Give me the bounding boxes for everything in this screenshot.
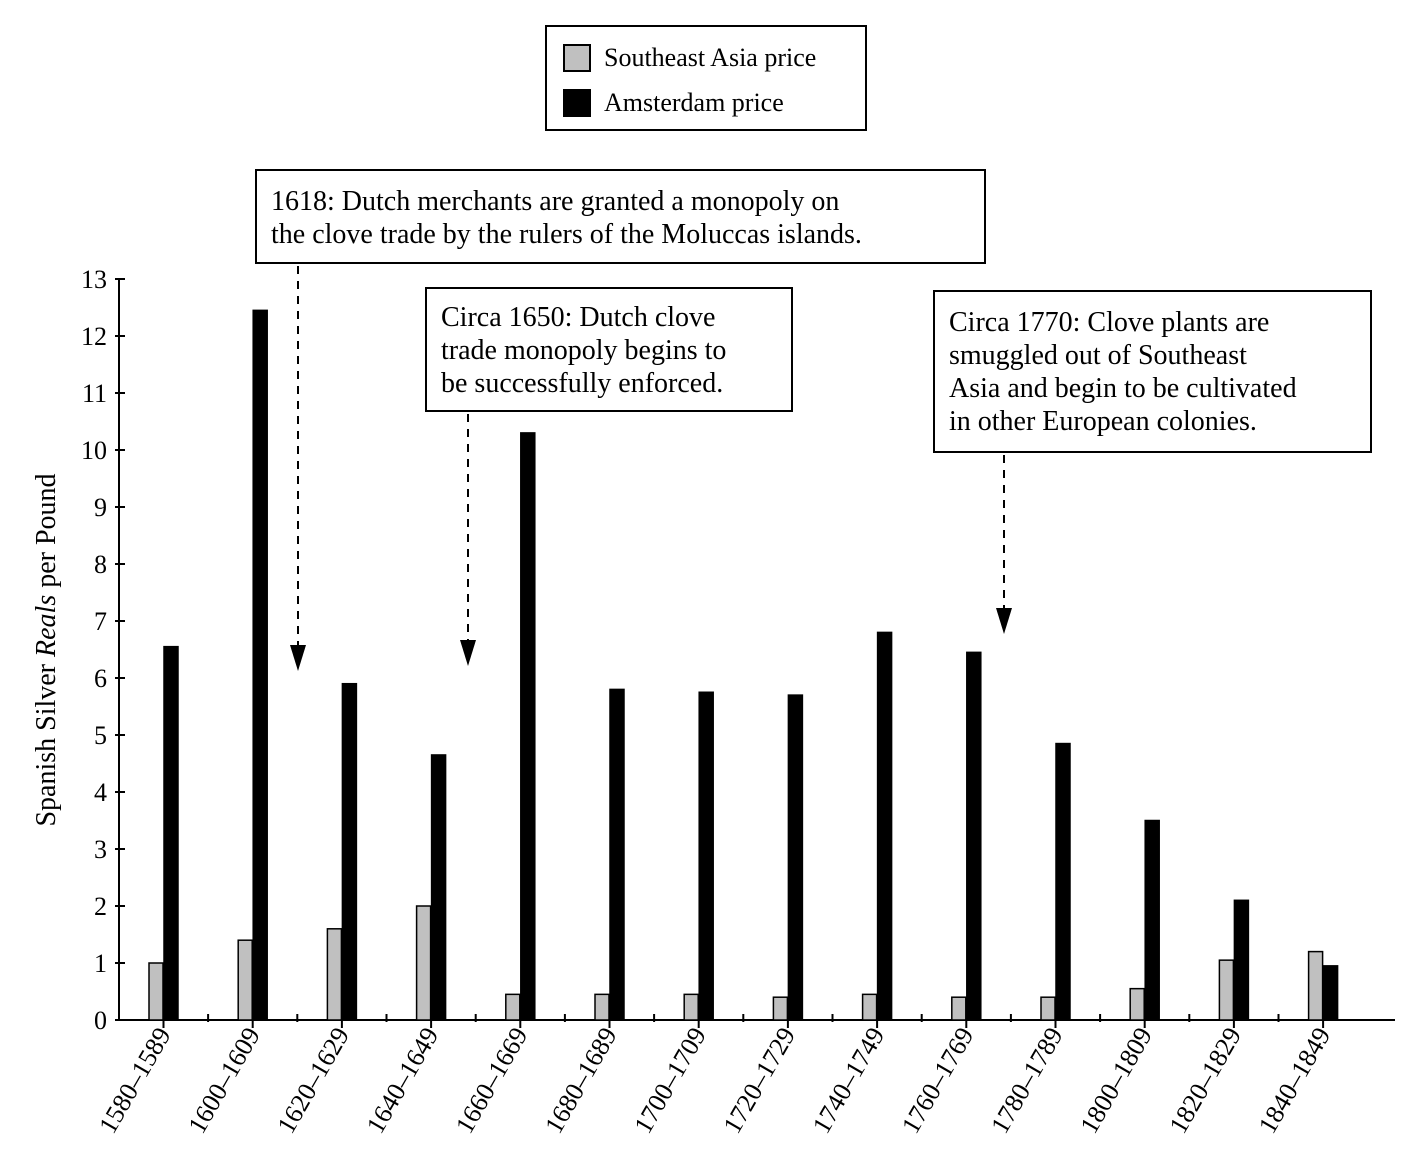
bar-amsterdam	[341, 682, 358, 1021]
y-tick-label: 8	[94, 550, 107, 579]
annotation-line: the clove trade by the rulers of the Mol…	[271, 219, 862, 250]
legend-item-southeast-asia: Southeast Asia price	[563, 41, 816, 75]
bar-amsterdam	[430, 754, 447, 1021]
bar-southeast-asia	[1218, 959, 1235, 1021]
y-tick-label: 13	[81, 265, 107, 294]
bar-southeast-asia	[148, 962, 164, 1021]
bar-amsterdam	[609, 688, 625, 1021]
annotation-line: Circa 1650: Dutch clove	[441, 302, 716, 333]
annotation-1770: Circa 1770: Clove plants are smuggled ou…	[933, 290, 1372, 453]
y-tick-label: 5	[94, 721, 107, 750]
x-tick-label: 1680–1689	[539, 1023, 623, 1139]
legend-item-amsterdam: Amsterdam price	[563, 86, 784, 120]
annotation-arrows	[290, 266, 1012, 671]
legend-label: Southeast Asia price	[604, 43, 817, 72]
legend-swatch-gray	[563, 44, 591, 72]
x-tick-label: 1800–1809	[1074, 1023, 1158, 1139]
x-tick-label: 1600–1609	[182, 1023, 266, 1139]
arrow-head-icon	[460, 640, 476, 666]
y-tick-label: 2	[94, 892, 107, 921]
annotation-line: be successfully enforced.	[441, 368, 724, 399]
bar-amsterdam	[1144, 819, 1160, 1021]
annotation-1618: 1618: Dutch merchants are granted a mono…	[255, 169, 986, 264]
x-tick-label: 1580–1589	[93, 1023, 177, 1139]
x-tick-label: 1620–1629	[271, 1023, 355, 1139]
arrow-head-icon	[996, 608, 1012, 634]
x-tick-label: 1780–1789	[985, 1023, 1069, 1139]
legend-label: Amsterdam price	[604, 88, 784, 117]
bar-amsterdam	[252, 309, 268, 1021]
y-tick-label: 0	[94, 1006, 107, 1035]
y-tick-label: 9	[94, 493, 107, 522]
x-tick-label: 1660–1669	[450, 1023, 534, 1139]
x-tick-label: 1840–1849	[1253, 1023, 1337, 1139]
bar-southeast-asia	[683, 993, 699, 1021]
legend: Southeast Asia price Amsterdam price	[545, 25, 867, 131]
bar-southeast-asia	[772, 996, 789, 1021]
x-tick-labels: 1580–1589 1600–1609 1620–1629 1640–1649 1660…	[93, 1023, 1336, 1139]
bar-amsterdam	[966, 651, 982, 1021]
x-tick-label: 1760–1769	[896, 1023, 980, 1139]
bar-amsterdam	[1233, 899, 1250, 1021]
bars	[148, 309, 1339, 1021]
y-tick-label: 1	[94, 949, 107, 978]
x-tick-label: 1740–1749	[807, 1023, 891, 1139]
bar-amsterdam	[520, 432, 536, 1021]
y-tick-label: 11	[82, 379, 107, 408]
bar-amsterdam	[1055, 742, 1071, 1021]
bar-amsterdam	[698, 691, 714, 1021]
bar-southeast-asia	[415, 905, 432, 1021]
bar-amsterdam	[876, 631, 893, 1021]
bar-southeast-asia	[1129, 987, 1145, 1021]
x-tick-label: 1820–1829	[1163, 1023, 1247, 1139]
x-tick-label: 1720–1729	[717, 1023, 801, 1139]
bar-southeast-asia	[1040, 996, 1056, 1021]
bar-southeast-asia	[1307, 950, 1324, 1021]
annotation-line: Asia and begin to be cultivated	[949, 373, 1297, 404]
y-axis-label: Spanish Silver Reals per Pound	[31, 473, 62, 826]
bar-southeast-asia	[951, 996, 967, 1021]
legend-swatch-black	[563, 89, 591, 117]
y-tick-label: 4	[94, 778, 107, 807]
annotation-1650: Circa 1650: Dutch clove trade monopoly b…	[425, 287, 793, 412]
x-tick-label: 1700–1709	[628, 1023, 712, 1139]
y-tick-label: 10	[81, 436, 107, 465]
y-tick-label: 3	[94, 835, 107, 864]
bar-amsterdam	[163, 645, 179, 1021]
y-tick-label: 7	[94, 607, 107, 636]
bar-southeast-asia	[326, 928, 343, 1021]
annotation-line: in other European colonies.	[949, 406, 1257, 437]
bar-southeast-asia	[594, 993, 610, 1021]
x-tick-label: 1640–1649	[361, 1023, 445, 1139]
y-tick-label: 12	[81, 322, 107, 351]
bar-amsterdam	[1322, 965, 1339, 1021]
annotation-line: Circa 1770: Clove plants are	[949, 307, 1270, 338]
arrow-head-icon	[290, 645, 306, 671]
bar-southeast-asia	[861, 993, 878, 1021]
annotation-line: 1618: Dutch merchants are granted a mono…	[271, 186, 840, 217]
annotation-line: smuggled out of Southeast	[949, 340, 1247, 371]
y-tick-label: 6	[94, 664, 107, 693]
bar-amsterdam	[787, 694, 804, 1021]
bar-southeast-asia	[237, 939, 253, 1021]
annotation-line: trade monopoly begins to	[441, 335, 727, 366]
bar-southeast-asia	[505, 993, 521, 1021]
